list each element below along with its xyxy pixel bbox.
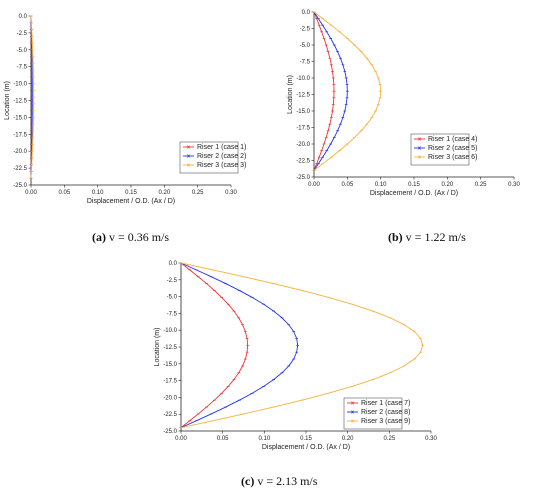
y-tick-label: 0.0 (19, 14, 28, 20)
legend-entry: Riser 3 (case 9) (361, 418, 410, 425)
x-tick-label: 0.25 (475, 182, 487, 188)
x-axis-label: Displacement / O.D. (Ax / D) (370, 190, 458, 197)
x-tick-label: 0.05 (341, 182, 353, 188)
y-tick-label: -5.0 (300, 43, 311, 49)
series-line-2 (180, 262, 299, 429)
legend-marker (187, 154, 190, 158)
y-tick-label: -25.0 (13, 183, 27, 189)
x-tick-label: 0.00 (308, 182, 320, 188)
y-tick-label: -2.5 (167, 278, 178, 284)
legend: Riser 1 (case 1) Riser 2 (case 2) Riser 3 … (179, 141, 246, 174)
x-tick-label: 0.20 (441, 182, 453, 188)
chart-3: 0.00 0.05 0.10 0.15 0.20 0.25 0.30 0.0 -2.5 -5.0 -… (154, 261, 437, 451)
y-tick-label: -15.0 (296, 109, 310, 115)
y-tick-label: -25.0 (163, 429, 177, 435)
legend-marker (187, 145, 190, 149)
y-tick-label: -12.5 (13, 99, 27, 105)
y-tick-label: 0.0 (302, 10, 311, 16)
caption-a: (a) v = 0.36 m/s (92, 230, 169, 245)
x-tick-label: 0.20 (158, 190, 170, 196)
y-axis-label: Location (m) (4, 81, 11, 120)
y-tick-label: 0.0 (169, 261, 178, 267)
y-tick-label: -2.5 (300, 27, 311, 33)
x-tick-label: 0.30 (225, 190, 237, 196)
series-line-1 (313, 11, 335, 171)
x-tick-label: 0.15 (125, 190, 137, 196)
y-tick-label: -7.5 (300, 60, 311, 66)
legend-entry: Riser 3 (case 3) (197, 162, 246, 169)
y-tick-label: -7.5 (17, 65, 28, 71)
x-tick-label: 0.15 (300, 436, 312, 442)
y-tick-label: -12.5 (296, 93, 310, 99)
legend-entry: Riser 1 (case 4) (428, 136, 477, 143)
legend-entry: Riser 2 (case 8) (361, 409, 410, 416)
x-axis-label: Displacement / O.D. (Ax / D) (87, 198, 175, 205)
legend-marker (418, 137, 421, 141)
legend-entry: Riser 1 (case 1) (197, 144, 246, 151)
series-line-1 (180, 262, 249, 428)
legend-marker (351, 419, 354, 423)
y-tick-label: -20.0 (13, 149, 27, 155)
y-tick-label: -5.0 (167, 295, 178, 301)
y-tick-label: -22.5 (13, 166, 27, 172)
y-tick-label: -20.0 (163, 395, 177, 401)
x-tick-label: 0.10 (92, 190, 104, 196)
y-tick-label: -10.0 (296, 76, 310, 82)
y-tick-label: -17.5 (163, 379, 177, 385)
y-tick-label: -25.0 (296, 175, 310, 181)
caption-b: (b) v = 1.22 m/s (388, 230, 466, 245)
legend-entry: Riser 3 (case 6) (428, 154, 477, 161)
x-axis-label: Displacement / O.D. (Ax / D) (262, 444, 350, 451)
caption-text: v = 0.36 m/s (109, 230, 170, 244)
x-tick-label: 0.00 (25, 190, 37, 196)
x-tick-label: 0.25 (192, 190, 204, 196)
caption-text: v = 2.13 m/s (257, 474, 318, 488)
legend: Riser 1 (case 4) Riser 2 (case 5) Riser 3 … (410, 133, 477, 166)
x-tick-label: 0.25 (383, 436, 395, 442)
caption-text: v = 1.22 m/s (405, 230, 466, 244)
y-tick-label: -17.5 (296, 126, 310, 132)
y-axis-label: Location (m) (154, 328, 161, 367)
y-tick-label: -5.0 (17, 48, 28, 54)
x-tick-label: 0.00 (175, 436, 187, 442)
caption-tag: (c) (241, 474, 255, 488)
chart-2: 0.00 0.05 0.10 0.15 0.20 0.25 0.30 0.0 -2.5 -5.0 -… (287, 10, 520, 197)
legend-entry: Riser 2 (case 5) (428, 145, 477, 152)
y-tick-label: -12.5 (163, 345, 177, 351)
y-tick-label: -15.0 (13, 115, 27, 121)
x-tick-label: 0.10 (258, 436, 270, 442)
x-tick-label: 0.20 (342, 436, 354, 442)
y-tick-label: -2.5 (17, 31, 28, 37)
y-tick-label: -20.0 (296, 142, 310, 148)
legend: Riser 1 (case 7) Riser 2 (case 8) Riser 3 … (343, 397, 410, 430)
y-tick-label: -15.0 (163, 362, 177, 368)
y-tick-label: -17.5 (13, 132, 27, 138)
legend-marker (351, 401, 354, 405)
x-tick-label: 0.15 (408, 182, 420, 188)
x-tick-label: 0.10 (375, 182, 387, 188)
legend-entry: Riser 2 (case 2) (197, 153, 246, 160)
legend-marker (418, 146, 421, 150)
legend-marker (351, 410, 354, 414)
series-line-2 (313, 11, 348, 171)
chart-1: 0.00 0.05 0.10 0.15 0.20 0.25 0.30 0.0 -2.5 -5.0 -… (4, 14, 246, 205)
y-tick-label: -10.0 (163, 328, 177, 334)
y-tick-label: -22.5 (163, 412, 177, 418)
x-tick-label: 0.30 (508, 182, 520, 188)
caption-tag: (a) (92, 230, 106, 244)
legend-marker (418, 155, 421, 159)
legend-entry: Riser 1 (case 7) (361, 400, 410, 407)
y-axis-label: Location (m) (287, 75, 294, 114)
caption-c: (c) v = 2.13 m/s (241, 474, 317, 489)
x-tick-label: 0.05 (217, 436, 229, 442)
caption-tag: (b) (388, 230, 403, 244)
y-tick-label: -22.5 (296, 159, 310, 165)
x-tick-label: 0.05 (58, 190, 70, 196)
legend-marker (187, 163, 190, 167)
y-tick-label: -10.0 (13, 82, 27, 88)
x-tick-label: 0.30 (425, 436, 437, 442)
y-tick-label: -7.5 (167, 311, 178, 317)
